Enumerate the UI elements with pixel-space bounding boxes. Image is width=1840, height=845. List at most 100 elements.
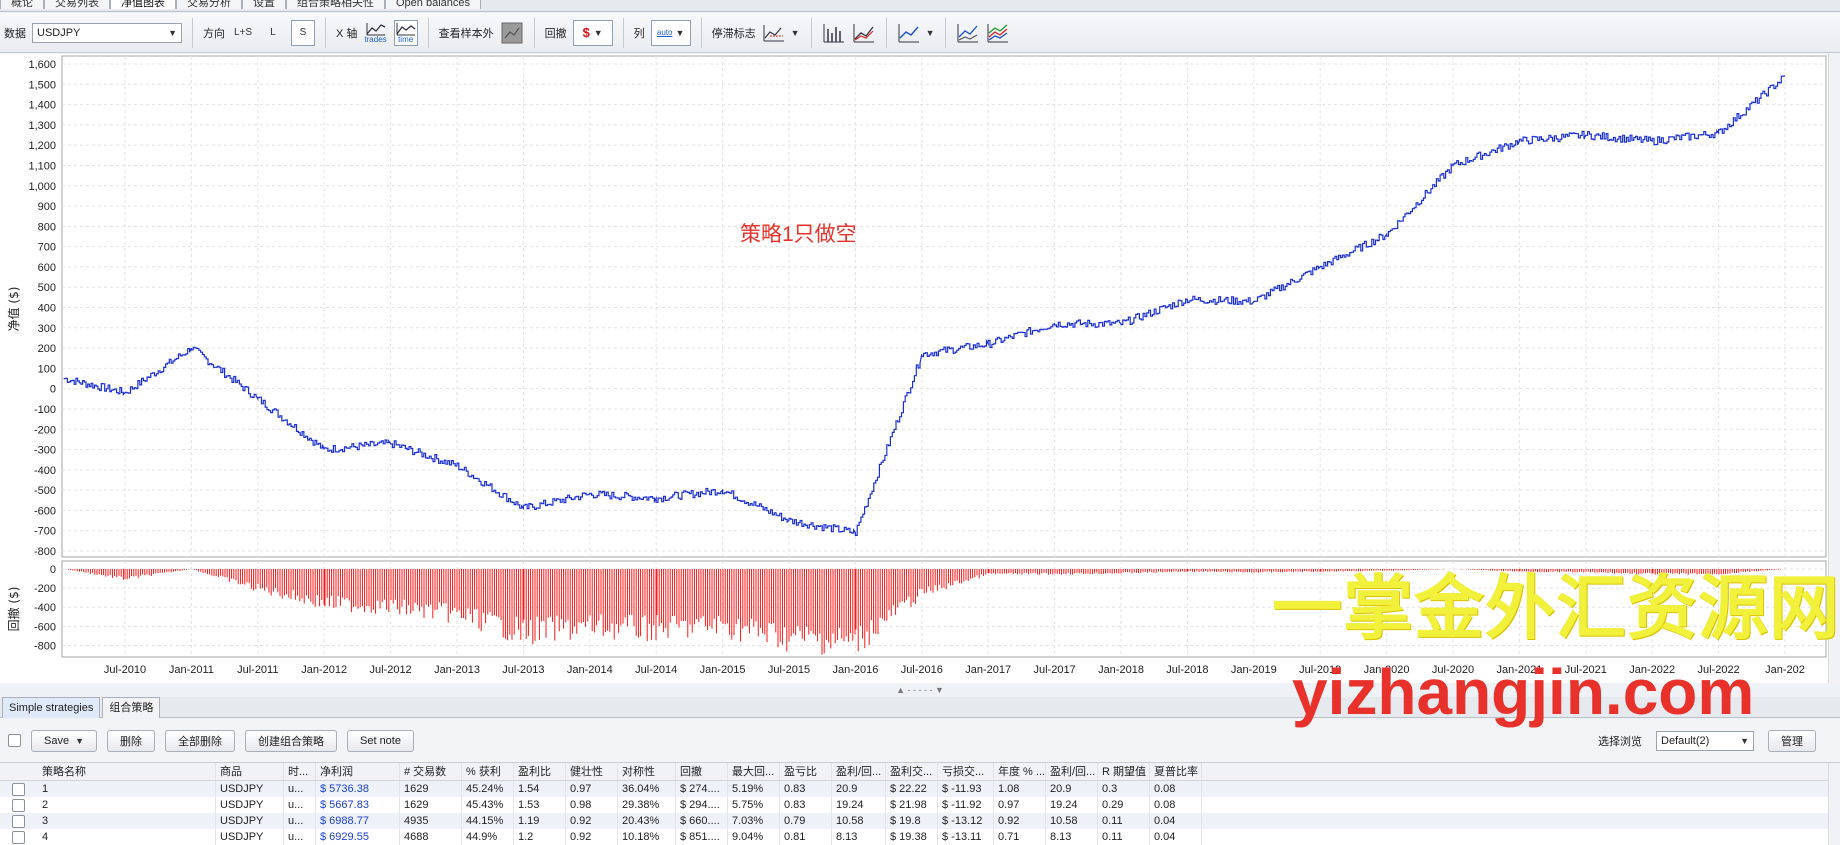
top-tab[interactable]: 组合策略相关性 [286,0,385,9]
top-tab-bar: 概论 交易列表 净值图表 交易分析 设置 组合策略相关性 Open balances [0,0,1840,12]
table-cell: $ 19.8 [886,813,938,829]
table-cell: 10.58 [832,813,886,829]
table-cell: 10.58 [1046,813,1098,829]
direction-long-button[interactable]: L [270,27,276,38]
direction-short-button[interactable]: S [291,19,315,46]
bottom-tab-bar: Simple strategies 组合策略 [0,697,1840,718]
column-header[interactable]: 回撤 [676,763,728,780]
column-header[interactable]: 盈利/回... [832,763,886,780]
y-tick-label: 200 [38,343,56,355]
column-header[interactable]: 盈亏比 [780,763,832,780]
y-tick-label: 100 [38,363,56,375]
row-checkbox[interactable] [12,815,25,828]
column-select[interactable]: auto ▼ [650,19,691,46]
row-checkbox[interactable] [12,799,25,812]
y-tick-label: 1,600 [28,59,56,71]
drawdown-label: 回撤 [544,27,567,40]
watermark-url: yizhangjin.com [1292,656,1755,728]
chevron-down-icon: ▼ [790,27,800,38]
column-header[interactable]: 年度 % ... [994,763,1046,780]
top-tab[interactable]: 交易分析 [176,0,242,9]
compare-chart-button[interactable] [956,20,980,46]
oos-toggle-button[interactable] [500,20,524,46]
direction-all-button[interactable]: L+S [233,27,253,38]
column-header[interactable]: 策略名称 [38,763,216,780]
table-row[interactable]: 3 USDJPY u... $ 6988.77 4935 44.15% 1.19 0.92 20… [0,813,1840,829]
row-checkbox-cell [0,813,38,829]
top-tab[interactable]: 净值图表 [110,0,176,9]
bottom-tab[interactable]: Simple strategies [2,697,101,718]
x-tick-label: Jan-2016 [832,664,878,676]
view-select[interactable]: Default(2) ▼ [1656,730,1754,751]
row-checkbox[interactable] [12,831,25,844]
create-portfolio-button[interactable]: 创建组合策略 [245,729,337,752]
chart-toolbar: 数据 USDJPY ▼ 方向 L+S L S X 轴 trades time 查看… [0,13,1840,53]
table-cell: u... [284,797,316,813]
x-tick-label: Jul-2020 [1432,664,1474,676]
column-header[interactable]: 健壮性 [566,763,618,780]
stagnation-select[interactable]: ▼ [762,20,801,46]
line-overlay-button[interactable] [852,20,876,46]
column-header[interactable]: 盈利交... [886,763,938,780]
row-checkbox[interactable] [12,783,25,796]
equity-line [63,75,1786,536]
column-header[interactable]: 夏普比率 [1150,763,1202,780]
y-tick-label: 1,100 [28,160,56,172]
table-cell: 8.13 [1046,829,1098,845]
top-tab[interactable]: Open balances [385,0,481,9]
delete-all-button[interactable]: 全部删除 [165,729,235,752]
select-all-checkbox[interactable] [8,734,21,747]
bar-chart-button[interactable] [822,20,846,46]
drawdown-select[interactable]: $ ▼ [572,19,613,46]
table-cell: 0.04 [1150,829,1202,845]
chart-scrollbar[interactable] [1828,54,1840,683]
table-scrollbar[interactable] [1828,763,1840,845]
table-cell: 0.29 [1098,797,1150,813]
table-cell: 4935 [400,813,462,829]
x-axis: Jul-2010 Jan-2011 Jul-2011 Jan-2012 Jul-2012… [104,664,1805,676]
column-header[interactable]: 商品 [216,763,284,780]
table-row[interactable]: 1 USDJPY u... $ 5736.38 1629 45.24% 1.54 0.97 36… [0,781,1840,797]
table-cell: USDJPY [216,829,284,845]
column-header[interactable]: 时... [284,763,316,780]
top-tab[interactable]: 概论 [0,0,44,9]
delete-button[interactable]: 删除 [107,729,155,752]
column-header[interactable]: 最大回... [728,763,780,780]
table-cell: $ 274.... [676,781,728,797]
divider [622,17,624,48]
column-header[interactable]: 亏损交... [938,763,994,780]
table-row[interactable]: 2 USDJPY u... $ 5667.83 1629 45.43% 1.53 0.98 29… [0,797,1840,813]
manage-button[interactable]: 管理 [1768,729,1816,752]
column-header[interactable]: 净利润 [316,763,400,780]
x-tick-label: Jul-2013 [502,664,544,676]
equity-chart-area: 1,600 1,500 1,400 1,300 1,200 1,100 1,000 900 80… [0,54,1840,683]
xaxis-trades-button[interactable]: trades [363,20,387,46]
table-cell: $ -13.12 [938,813,994,829]
plot-frame [61,55,1827,558]
table-cell: 19.24 [832,797,886,813]
column-header[interactable]: R 期望值 [1098,763,1150,780]
bottom-tab[interactable]: 组合策略 [102,697,161,718]
top-tab[interactable]: 交易列表 [44,0,110,9]
y-tick-label: 800 [38,221,56,233]
top-tab[interactable]: 设置 [242,0,286,9]
x-tick-label: Jul-2015 [768,664,810,676]
xaxis-time-button[interactable]: time [393,19,418,46]
x-tick-label: Jan-2012 [301,664,347,676]
column-header[interactable]: # 交易数 [400,763,462,780]
column-header[interactable]: 盈利比 [514,763,566,780]
chart-type-select[interactable]: ▼ [897,20,936,46]
table-row[interactable]: 4 USDJPY u... $ 6929.55 4688 44.9% 1.2 0.92 10.1… [0,829,1840,845]
multi-chart-button[interactable] [986,20,1010,46]
column-header[interactable]: % 获利 [462,763,514,780]
table-cell: 29.38% [618,797,676,813]
table-cell: 7.03% [728,813,780,829]
panel-splitter[interactable]: ▲ - - - - - ▼ [0,683,1840,697]
save-button[interactable]: Save ▼ [31,729,97,752]
symbol-select[interactable]: USDJPY ▼ [32,22,182,43]
y-tick-label: -600 [34,505,56,517]
set-note-button[interactable]: Set note [347,729,414,752]
table-cell: 0.11 [1098,813,1150,829]
column-header[interactable]: 对称性 [618,763,676,780]
column-header[interactable]: 盈利/回... [1046,763,1098,780]
